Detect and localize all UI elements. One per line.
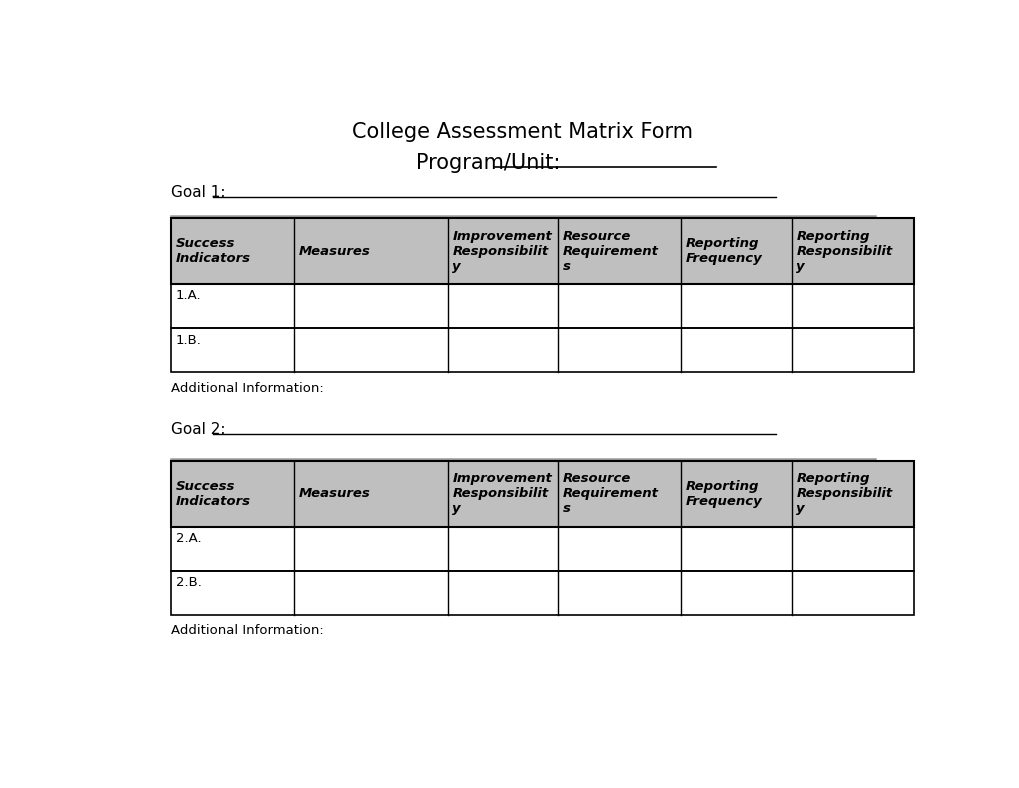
Text: Reporting
Frequency: Reporting Frequency	[685, 237, 761, 265]
Bar	[171, 328, 913, 373]
Bar	[171, 461, 913, 526]
Text: Reporting
Frequency: Reporting Frequency	[685, 480, 761, 507]
Text: 2.A.: 2.A.	[175, 532, 201, 545]
Bar	[171, 218, 913, 284]
Bar	[171, 526, 913, 571]
Bar	[171, 571, 913, 615]
Bar	[171, 284, 913, 328]
Bar	[171, 284, 913, 328]
Text: Measures: Measures	[298, 244, 370, 258]
Text: Program/Unit:: Program/Unit:	[416, 153, 559, 173]
Text: Resource
Requirement
s: Resource Requirement s	[562, 229, 658, 273]
Text: Reporting
Responsibilit
y: Reporting Responsibilit y	[796, 472, 892, 515]
Text: Additional Information:: Additional Information:	[171, 381, 323, 395]
Text: Resource
Requirement
s: Resource Requirement s	[562, 472, 658, 515]
Text: Additional Information:: Additional Information:	[171, 624, 323, 637]
Bar	[171, 461, 913, 526]
Text: Measures: Measures	[298, 487, 370, 500]
Text: Improvement
Responsibilit
y: Improvement Responsibilit y	[452, 472, 551, 515]
Text: 1.B.: 1.B.	[175, 333, 202, 347]
Text: Improvement
Responsibilit
y: Improvement Responsibilit y	[452, 229, 551, 273]
Bar	[171, 526, 913, 571]
Text: Goal 2:: Goal 2:	[171, 422, 225, 437]
Text: 1.A.: 1.A.	[175, 289, 201, 303]
Text: 2.B.: 2.B.	[175, 576, 202, 589]
Text: Success
Indicators: Success Indicators	[175, 480, 251, 507]
Text: Goal 1:: Goal 1:	[171, 185, 225, 200]
Bar	[171, 571, 913, 615]
Text: College Assessment Matrix Form: College Assessment Matrix Form	[352, 122, 693, 142]
Text: Reporting
Responsibilit
y: Reporting Responsibilit y	[796, 229, 892, 273]
Bar	[171, 218, 913, 284]
Bar	[171, 328, 913, 373]
Text: Success
Indicators: Success Indicators	[175, 237, 251, 265]
